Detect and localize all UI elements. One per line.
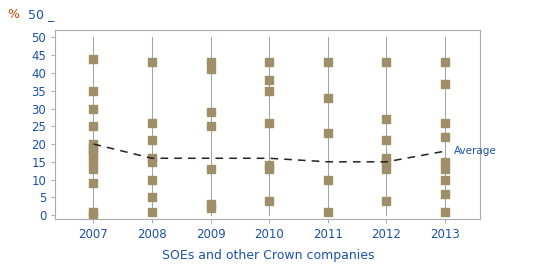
Text: 50 _: 50 _ <box>28 8 54 21</box>
Text: Average: Average <box>454 146 497 156</box>
X-axis label: SOEs and other Crown companies: SOEs and other Crown companies <box>161 249 374 262</box>
Text: %: % <box>7 8 19 21</box>
